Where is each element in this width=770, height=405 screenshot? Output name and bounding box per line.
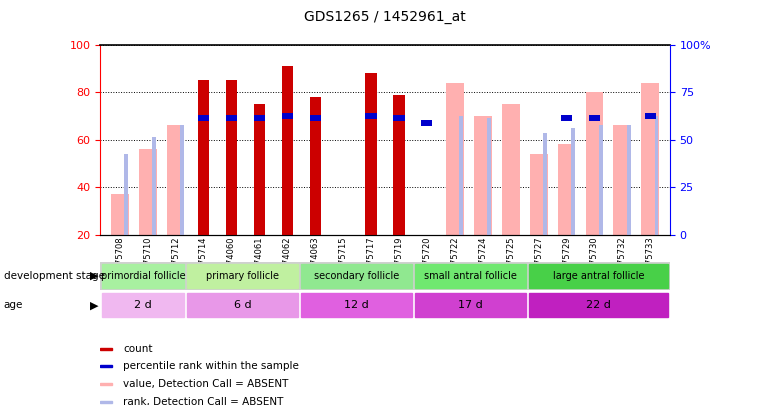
Text: 6 d: 6 d [234, 301, 251, 310]
Bar [393, 115, 404, 121]
Bar [530, 154, 547, 235]
Bar [644, 113, 656, 119]
Bar [310, 115, 321, 121]
Bar [585, 92, 604, 235]
Bar [187, 264, 298, 288]
Bar [152, 137, 156, 235]
Bar [561, 115, 572, 121]
Bar [310, 97, 321, 235]
Text: large antral follicle: large antral follicle [553, 271, 644, 281]
Bar [301, 293, 412, 318]
Bar [124, 154, 128, 235]
Bar [589, 115, 600, 121]
Bar [415, 264, 526, 288]
Bar [102, 293, 184, 318]
Text: 17 d: 17 d [458, 301, 483, 310]
Bar [487, 118, 490, 235]
Text: count: count [123, 343, 153, 354]
Bar [529, 293, 668, 318]
Bar [571, 128, 574, 235]
Bar [654, 116, 658, 235]
Bar [641, 83, 659, 235]
Text: ▶: ▶ [90, 301, 99, 310]
Bar [446, 83, 464, 235]
Bar [139, 149, 156, 235]
Bar [187, 293, 298, 318]
Text: secondary follicle: secondary follicle [314, 271, 399, 281]
Bar [393, 94, 404, 235]
Bar [100, 401, 112, 403]
Bar [254, 104, 265, 235]
Text: 12 d: 12 d [344, 301, 369, 310]
Bar [366, 113, 377, 119]
Text: primary follicle: primary follicle [206, 271, 279, 281]
Text: percentile rank within the sample: percentile rank within the sample [123, 361, 300, 371]
Bar [421, 120, 433, 126]
Bar [627, 126, 631, 235]
Bar [599, 126, 603, 235]
Text: 22 d: 22 d [586, 301, 611, 310]
Bar [166, 126, 185, 235]
Bar [100, 383, 112, 386]
Bar [102, 264, 184, 288]
Bar [282, 113, 293, 119]
Bar [198, 80, 209, 235]
Text: 2 d: 2 d [134, 301, 152, 310]
Text: development stage: development stage [4, 271, 105, 281]
Bar [226, 80, 237, 235]
Bar [502, 104, 520, 235]
Bar [459, 116, 463, 235]
Text: rank, Detection Call = ABSENT: rank, Detection Call = ABSENT [123, 397, 284, 405]
Bar [415, 293, 526, 318]
Text: age: age [4, 301, 23, 310]
Bar [111, 194, 129, 235]
Bar [198, 115, 209, 121]
Bar [100, 347, 112, 350]
Bar [282, 66, 293, 235]
Bar [614, 126, 631, 235]
Bar [543, 132, 547, 235]
Bar [179, 126, 183, 235]
Bar [529, 264, 668, 288]
Text: primordial follicle: primordial follicle [101, 271, 185, 281]
Bar [366, 73, 377, 235]
Text: ▶: ▶ [90, 271, 99, 281]
Text: GDS1265 / 1452961_at: GDS1265 / 1452961_at [304, 10, 466, 24]
Bar [557, 145, 575, 235]
Bar [254, 115, 265, 121]
Bar [474, 116, 492, 235]
Text: value, Detection Call = ABSENT: value, Detection Call = ABSENT [123, 379, 289, 389]
Bar [226, 115, 237, 121]
Bar [301, 264, 412, 288]
Bar [100, 365, 112, 367]
Text: small antral follicle: small antral follicle [424, 271, 517, 281]
